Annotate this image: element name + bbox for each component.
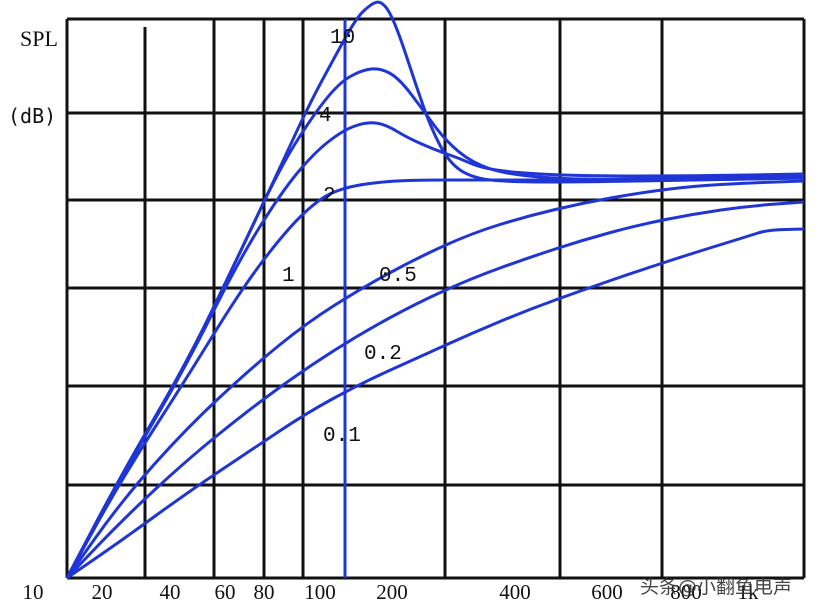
curve-label-0.2: 0.2 <box>364 343 402 366</box>
y-axis-label-db: (dB) <box>8 104 57 128</box>
curve-0.5 <box>65 179 805 579</box>
grid <box>65 17 806 580</box>
x-tick-400: 400 <box>499 580 531 604</box>
curve-label-4: 4 <box>319 105 332 128</box>
y-axis-label-spl: SPL <box>20 26 58 51</box>
x-tick-80: 80 <box>253 580 275 604</box>
x-tick-600: 600 <box>591 580 623 604</box>
curve-label-1: 1 <box>282 265 295 288</box>
x-tick-200: 200 <box>376 580 408 604</box>
curve-1 <box>65 176 805 579</box>
curve-10 <box>65 0 805 579</box>
curve-label-0.5: 0.5 <box>379 265 417 288</box>
curve-label-2: 2 <box>323 185 336 208</box>
x-tick-20: 20 <box>91 580 113 604</box>
x-tick-40: 40 <box>159 580 181 604</box>
x-tick-1k: 1k <box>737 580 759 604</box>
curve-label-10: 10 <box>330 27 356 50</box>
x-tick-100: 100 <box>304 580 336 604</box>
x-tick-60: 60 <box>214 580 236 604</box>
curve-0.2 <box>65 200 805 580</box>
watermark-text: 头条@小翻鱼电声 <box>640 576 793 598</box>
curves-group <box>65 0 805 580</box>
curve-2 <box>65 121 805 579</box>
x-tick-800: 800 <box>670 580 702 604</box>
curve-label-0.1: 0.1 <box>323 425 361 448</box>
curve-0.1 <box>66 227 805 580</box>
x-tick-10: 10 <box>22 580 44 604</box>
